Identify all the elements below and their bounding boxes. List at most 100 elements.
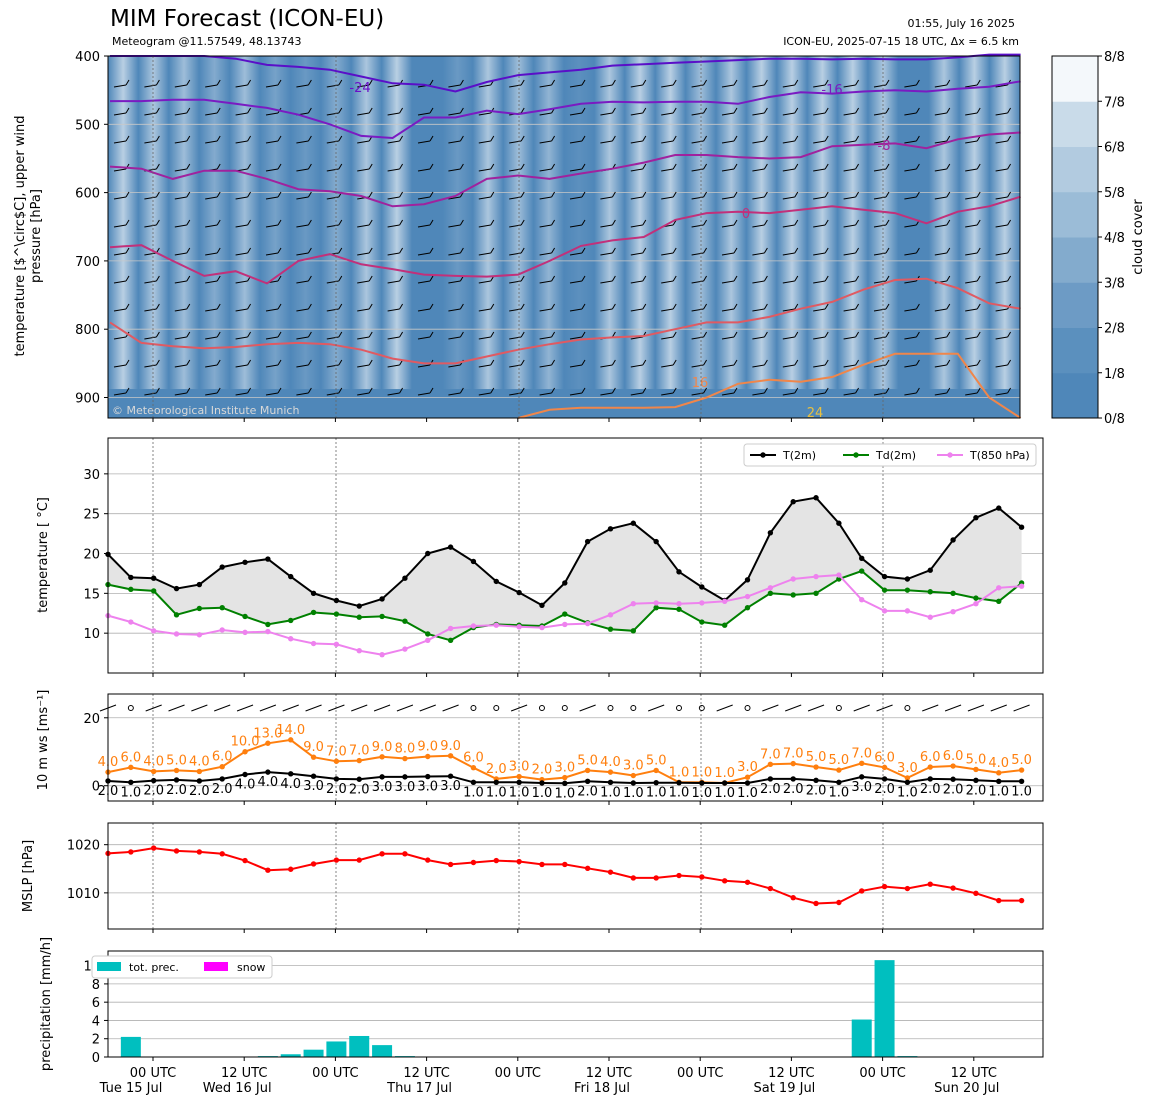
wind-barb bbox=[186, 247, 191, 254]
wind-barb bbox=[782, 392, 795, 396]
precip-axis-label: precipitation [mm/h] bbox=[39, 937, 54, 1071]
temperature-series-point bbox=[630, 628, 637, 634]
wind-barb bbox=[763, 163, 768, 170]
temperature-series-point bbox=[950, 608, 956, 615]
wind-barb bbox=[368, 275, 373, 282]
wind-series-point bbox=[310, 754, 317, 760]
wind-barb bbox=[763, 135, 768, 142]
temperature-series-point bbox=[356, 647, 362, 654]
colorbar-tick-label: 8/8 bbox=[1104, 50, 1125, 65]
wind-barb bbox=[904, 84, 917, 88]
wind-barb bbox=[782, 196, 795, 200]
isotherm-line bbox=[110, 80, 1021, 140]
mslp-point bbox=[744, 879, 751, 885]
temperature-series-point bbox=[447, 637, 454, 644]
calm-wind-marker bbox=[676, 705, 682, 711]
wind-barb bbox=[611, 247, 616, 254]
wind-barb bbox=[551, 387, 556, 394]
wind-series-point bbox=[836, 779, 842, 786]
wind-barb bbox=[113, 252, 127, 256]
wind-barb bbox=[551, 303, 556, 310]
wind-barb bbox=[703, 303, 708, 310]
wind-barb bbox=[600, 112, 613, 116]
wind-barb bbox=[946, 219, 951, 226]
time-tick-label: 12 UTC bbox=[221, 1066, 267, 1081]
temperature-series-point bbox=[836, 572, 842, 578]
wind-barb bbox=[691, 224, 704, 228]
wind-barb bbox=[630, 140, 643, 144]
temperature-series-point bbox=[173, 612, 180, 618]
wind-barb bbox=[691, 392, 704, 396]
wind-barb bbox=[448, 168, 461, 172]
wind-barb bbox=[934, 140, 947, 144]
wind-barb bbox=[387, 224, 400, 228]
wind-barb bbox=[235, 280, 248, 284]
wind-barb bbox=[296, 168, 309, 172]
wind-barb bbox=[387, 196, 400, 200]
wind-series-point bbox=[927, 764, 933, 770]
gust-value-label: 7.0 bbox=[851, 746, 872, 761]
wind-barb bbox=[155, 135, 160, 142]
wind-series-point bbox=[836, 767, 842, 773]
time-tick-label: 12 UTC bbox=[403, 1066, 449, 1081]
cloud-cover-column bbox=[837, 56, 868, 390]
wind-barb bbox=[235, 84, 248, 88]
wind-barb bbox=[448, 280, 461, 284]
mslp-axis-label: MSLP [hPa] bbox=[21, 840, 36, 912]
cloud-cover-column bbox=[442, 56, 473, 390]
wind-barb bbox=[782, 224, 795, 228]
wind-barb bbox=[399, 135, 404, 142]
wind-barb bbox=[691, 84, 704, 88]
wind-series-point bbox=[881, 776, 888, 782]
wind-barb bbox=[630, 112, 643, 116]
wind-barb bbox=[843, 364, 856, 368]
wind-barb bbox=[338, 219, 343, 226]
wind-barb bbox=[216, 359, 221, 366]
temperature-series-point bbox=[904, 587, 911, 593]
wind-series-point bbox=[356, 757, 362, 764]
gust-value-label: 5.0 bbox=[806, 750, 827, 765]
wind-barb bbox=[247, 191, 252, 198]
wind-barb bbox=[733, 107, 738, 114]
wind-barb bbox=[551, 163, 556, 170]
wind-barb bbox=[429, 247, 434, 254]
isotherm-line bbox=[110, 53, 1021, 93]
wind-barb bbox=[581, 107, 586, 114]
wind-barb bbox=[843, 196, 856, 200]
wind-barb bbox=[387, 336, 400, 340]
wind-barb bbox=[277, 331, 282, 338]
wind-series-point bbox=[562, 780, 568, 787]
mslp-point bbox=[379, 851, 385, 857]
cloud-cover-column bbox=[533, 56, 564, 390]
gust-value-label: 3.0 bbox=[623, 759, 644, 774]
colorbar-segment bbox=[1052, 237, 1098, 283]
wind-barb bbox=[216, 219, 221, 226]
colorbar-tick-label: 6/8 bbox=[1104, 141, 1125, 156]
isotherm-label: -8 bbox=[878, 139, 891, 154]
wind-barb bbox=[721, 308, 735, 312]
wind-barb bbox=[247, 331, 252, 338]
wind-barb bbox=[155, 107, 160, 114]
pressure-axis-label: temperature [$^\circ$C], upper wind bbox=[13, 115, 28, 356]
wind-speed-value-label: 4.0 bbox=[235, 778, 256, 793]
wind-barb bbox=[448, 252, 461, 256]
colorbar-tick-label: 7/8 bbox=[1104, 95, 1125, 110]
wind-barb bbox=[885, 135, 890, 142]
wind-barb bbox=[934, 308, 947, 312]
temperature-series-point bbox=[379, 651, 385, 658]
wind-barb bbox=[174, 336, 187, 340]
wind-barb bbox=[976, 219, 981, 226]
wind-barb bbox=[368, 387, 373, 394]
legend-marker bbox=[760, 452, 766, 458]
wind-barb bbox=[551, 247, 556, 254]
wind-barb bbox=[125, 107, 130, 114]
calm-wind-marker bbox=[493, 705, 500, 711]
cloud-cover-column bbox=[503, 56, 534, 390]
temperature-series-point bbox=[927, 589, 933, 595]
mslp-point bbox=[493, 857, 499, 864]
wind-barb bbox=[429, 191, 434, 198]
cloud-cover-column bbox=[472, 56, 504, 390]
wind-barb bbox=[277, 219, 282, 226]
time-tick-label: 00 UTC bbox=[495, 1066, 541, 1081]
